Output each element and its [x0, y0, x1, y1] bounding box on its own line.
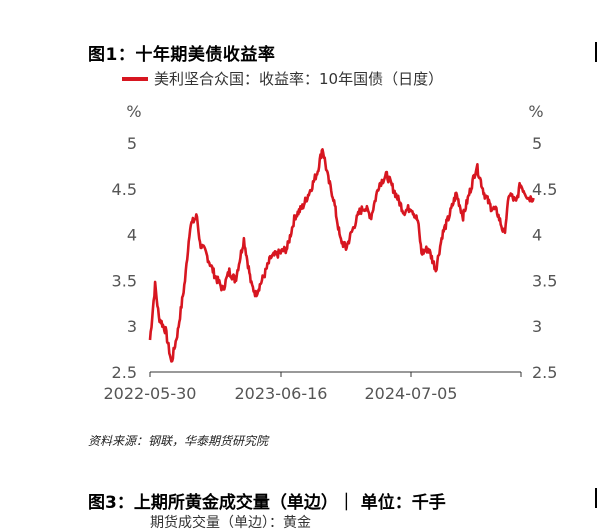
- y-axis-unit-left: %: [126, 102, 141, 121]
- y-tick-label-left: 5: [127, 134, 137, 153]
- y-tick-label-right: 5: [532, 134, 542, 153]
- right-column-divider: [595, 42, 597, 62]
- y-tick-label-left: 3.5: [112, 271, 137, 290]
- legend-swatch: [122, 76, 148, 81]
- y-axis-unit-right: %: [528, 102, 543, 121]
- x-tick-label: 2023-06-16: [235, 384, 328, 403]
- x-tick-label: 2024-07-05: [365, 384, 458, 403]
- y-tick-label-right: 3.5: [532, 271, 557, 290]
- figure3-title: 图3：上期所黄金成交量（单边）｜ 单位：千手: [88, 493, 446, 513]
- yield-line-chart: % % 2.5 2.5 3 3 3.5 3.5 4 4 4.5 4.5 5 5 2022-05-30 2023…: [104, 102, 558, 403]
- y-tick-label-right: 4: [532, 226, 542, 245]
- source-note: 资料来源：钢联，华泰期货研究院: [88, 434, 269, 448]
- x-tick-label: 2022-05-30: [104, 384, 197, 403]
- y-tick-label-right: 2.5: [532, 363, 557, 382]
- figure1-title: 图1：十年期美债收益率: [88, 45, 276, 65]
- chart-legend: 美利坚合众国：收益率：10年国债（日度）: [122, 68, 443, 89]
- legend-label: 美利坚合众国：收益率：10年国债（日度）: [154, 70, 444, 88]
- y-tick-label-left: 3: [127, 317, 137, 336]
- y-tick-label-left: 4.5: [112, 180, 137, 199]
- right-column-divider-lower: [595, 488, 597, 508]
- y-tick-label-right: 4.5: [532, 180, 557, 199]
- series-line: [148, 148, 535, 363]
- y-tick-label-left: 2.5: [112, 363, 137, 382]
- y-tick-label-left: 4: [127, 226, 137, 245]
- figure3-legend-label: 期货成交量（单边）：黄金: [150, 515, 311, 531]
- y-tick-label-right: 3: [532, 317, 542, 336]
